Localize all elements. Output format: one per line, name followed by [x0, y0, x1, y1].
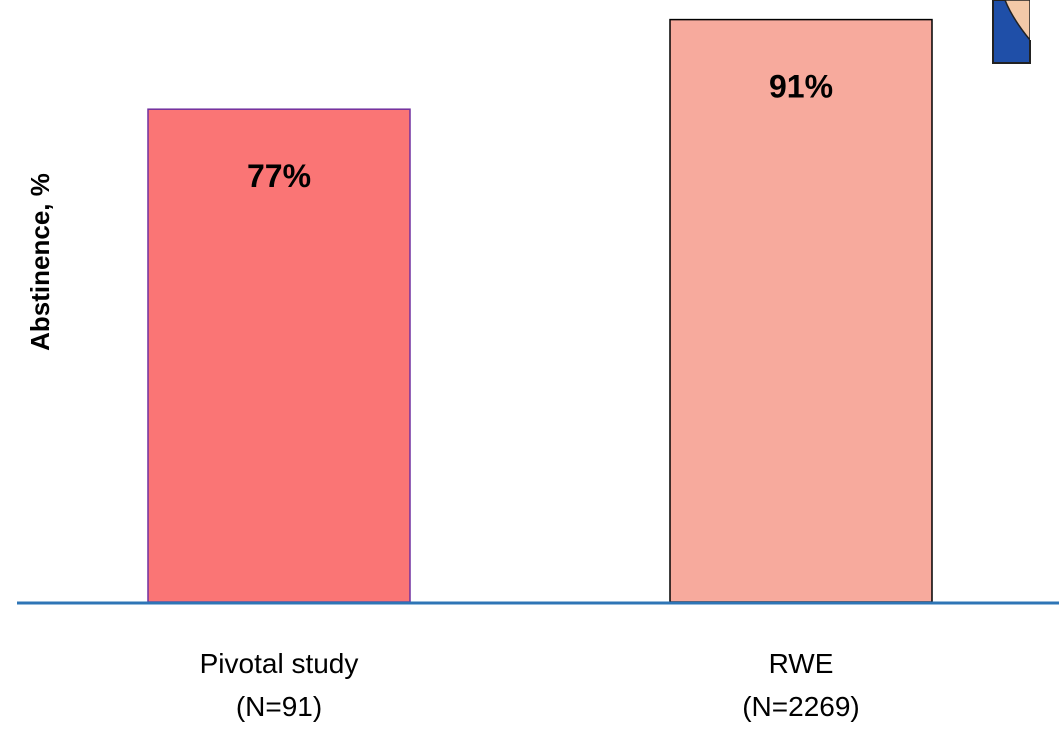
- category-label-2: RWE: [769, 648, 834, 679]
- bars-group: [147, 18, 933, 603]
- y-axis-label: Abstinence, %: [25, 173, 55, 351]
- category-sublabel-1: (N=91): [236, 691, 322, 722]
- illustration-fragment-image: [992, 0, 1059, 64]
- bar-2: [669, 18, 933, 603]
- data-label-2: 91%: [769, 69, 833, 105]
- bar-1: [147, 108, 411, 603]
- labels-group: 77% Pivotal study (N=91) 91% RWE (N=2269): [200, 69, 860, 722]
- data-label-1: 77%: [247, 158, 311, 194]
- category-sublabel-2: (N=2269): [742, 691, 860, 722]
- category-label-1: Pivotal study: [200, 648, 359, 679]
